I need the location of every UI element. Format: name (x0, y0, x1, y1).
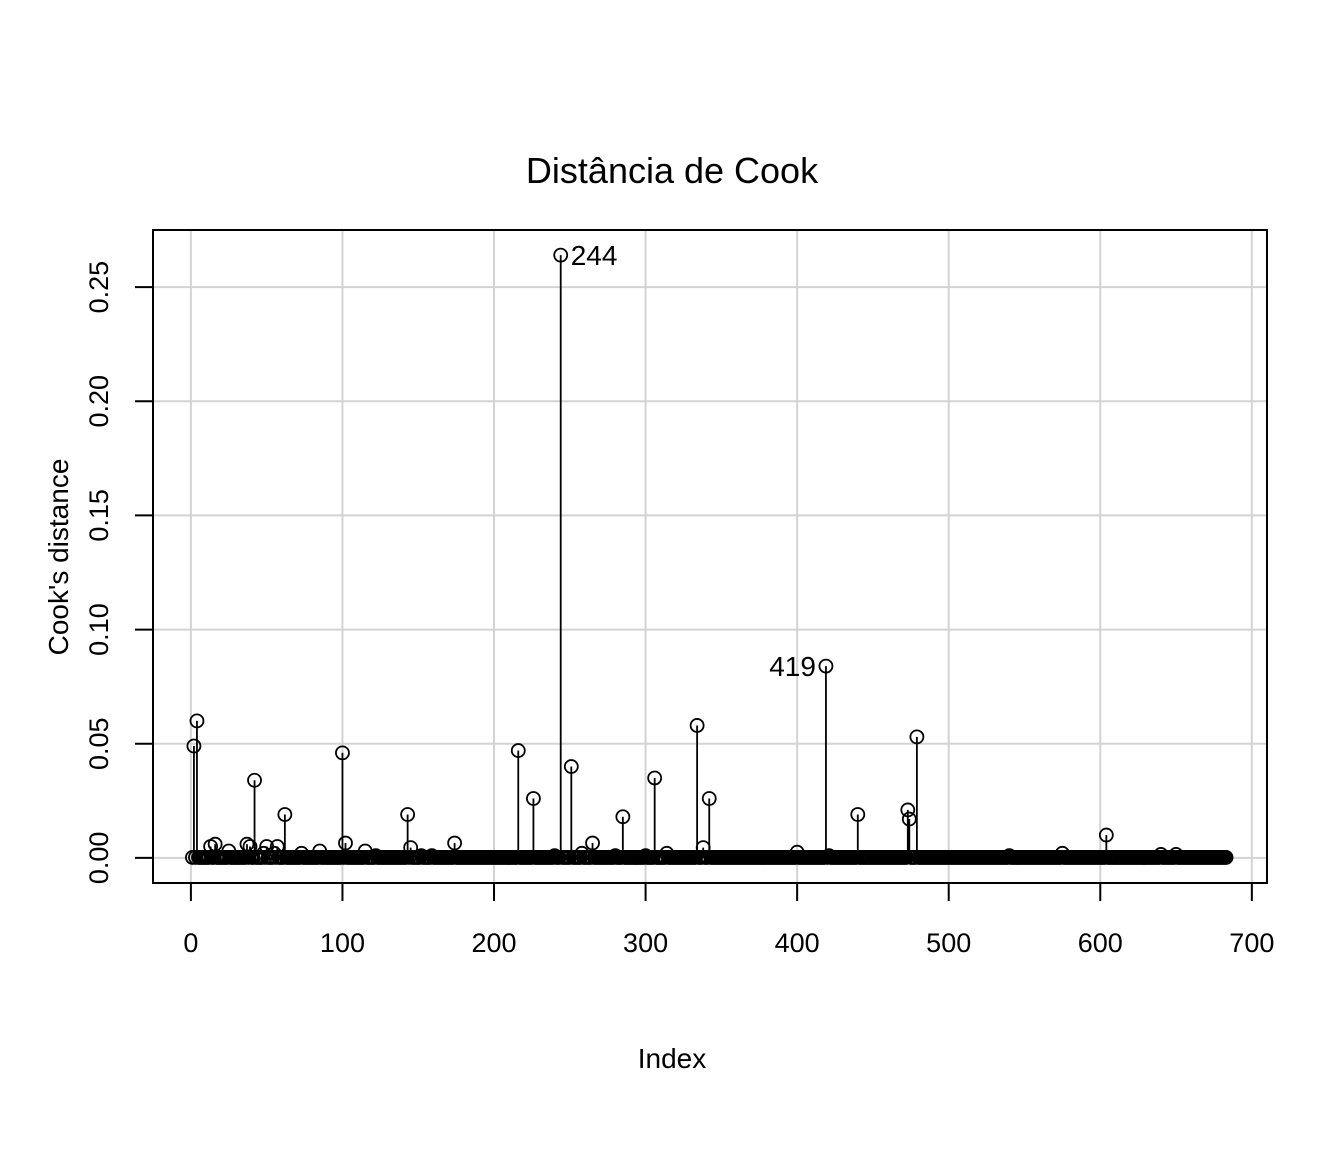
data-point (689, 718, 705, 733)
data-point (247, 772, 262, 788)
data-point (901, 811, 917, 827)
x-tick-label: 300 (623, 928, 668, 958)
plot-frame (152, 229, 1268, 884)
point-annotations: 244 419 (571, 240, 816, 682)
data-point (553, 247, 569, 263)
data-point (563, 759, 579, 774)
data-point (526, 791, 541, 806)
data-point (447, 835, 463, 851)
y-axis-label: Cook's distance (43, 459, 74, 656)
x-tick-label: 200 (471, 928, 516, 958)
data-point (615, 809, 631, 825)
y-axis: 0.00 0.05 0.10 0.15 0.20 0.25 (84, 261, 153, 884)
y-tick-label: 0.00 (84, 832, 114, 885)
data-point (701, 791, 717, 806)
data-point (277, 807, 293, 822)
y-tick-label: 0.20 (84, 375, 114, 428)
x-axis-label: Index (638, 1043, 707, 1074)
data-point (186, 738, 202, 754)
y-tick-label: 0.15 (84, 489, 114, 542)
x-tick-label: 600 (1078, 928, 1123, 958)
data-point (909, 729, 925, 745)
y-tick-label: 0.05 (84, 717, 114, 770)
data-point (189, 713, 205, 729)
data-points (185, 247, 1234, 865)
x-tick-label: 400 (775, 928, 820, 958)
data-point (647, 770, 663, 786)
y-tick-label: 0.10 (84, 603, 114, 656)
data-point (1098, 827, 1114, 843)
stem-lines (193, 255, 1177, 858)
data-point (335, 745, 350, 761)
x-tick-label: 100 (320, 928, 365, 958)
data-point (818, 658, 834, 674)
x-tick-label: 500 (926, 928, 971, 958)
data-point (400, 807, 416, 822)
point-label: 419 (769, 651, 816, 682)
data-point (585, 835, 600, 851)
x-axis: 0 100 200 300 400 500 600 700 (183, 883, 1274, 958)
data-point (338, 835, 353, 851)
point-label: 244 (571, 240, 618, 271)
chart-title: Distância de Cook (526, 150, 819, 191)
data-point (900, 802, 916, 818)
x-tick-label: 700 (1229, 928, 1274, 958)
grid-lines (153, 230, 1267, 883)
data-point (850, 807, 866, 822)
data-point (1218, 850, 1234, 865)
y-tick-label: 0.25 (84, 261, 114, 314)
data-point (242, 839, 258, 854)
x-tick-label: 0 (183, 928, 198, 958)
data-point (510, 743, 526, 758)
